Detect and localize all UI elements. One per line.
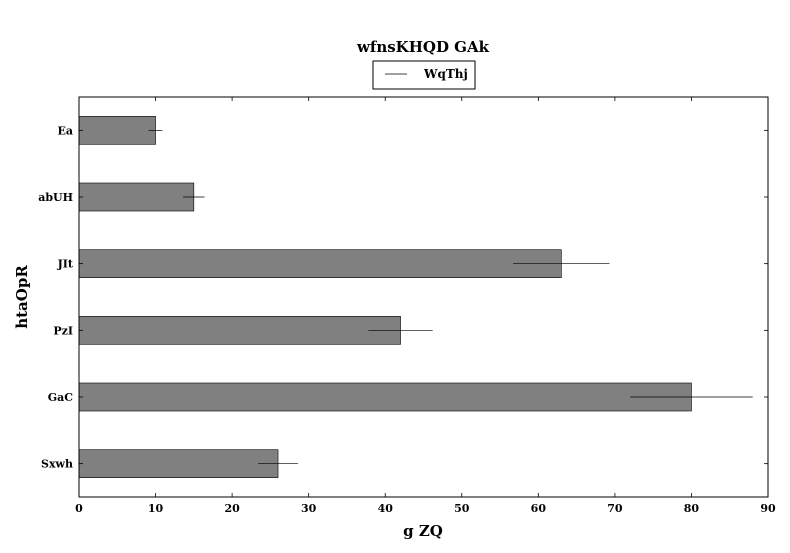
x-tick-label: 70 xyxy=(607,502,623,515)
y-tick-label: abUH xyxy=(38,191,73,204)
legend-box xyxy=(372,60,476,90)
y-tick-label: PzI xyxy=(53,324,73,337)
legend: WqThj xyxy=(372,60,476,90)
y-tick-label: JIt xyxy=(57,258,74,271)
x-tick-label: 60 xyxy=(531,502,547,515)
x-tick-label: 30 xyxy=(301,502,317,515)
x-tick-label: 40 xyxy=(378,502,394,515)
x-tick-label: 10 xyxy=(148,502,164,515)
x-tick-label: 20 xyxy=(224,502,240,515)
legend-label: WqThj xyxy=(423,67,468,81)
x-tick-label: 0 xyxy=(75,502,83,515)
bar xyxy=(78,182,195,212)
x-tick-label: 50 xyxy=(454,502,470,515)
bar xyxy=(78,449,279,478)
x-tick-label: 80 xyxy=(684,502,700,515)
x-axis-label: g ZQ xyxy=(403,522,443,540)
y-tick-label: Sxwh xyxy=(41,458,73,471)
y-tick-label: GaC xyxy=(48,391,74,404)
bar xyxy=(78,116,156,145)
bar xyxy=(78,249,562,278)
y-axis-label: htaOpR xyxy=(13,265,31,329)
x-tick-label: 90 xyxy=(760,502,776,515)
bar xyxy=(78,382,692,412)
y-tick-label: Ea xyxy=(57,124,73,137)
plot-frame xyxy=(78,96,769,498)
chart-title: wfnsKHQD GAk xyxy=(356,38,490,56)
bar xyxy=(78,316,401,345)
plot-area: Ea abUH JIt PzI GaC Sxwh 0 10 20 30 40 50 60 70 80 90 xyxy=(38,96,776,515)
